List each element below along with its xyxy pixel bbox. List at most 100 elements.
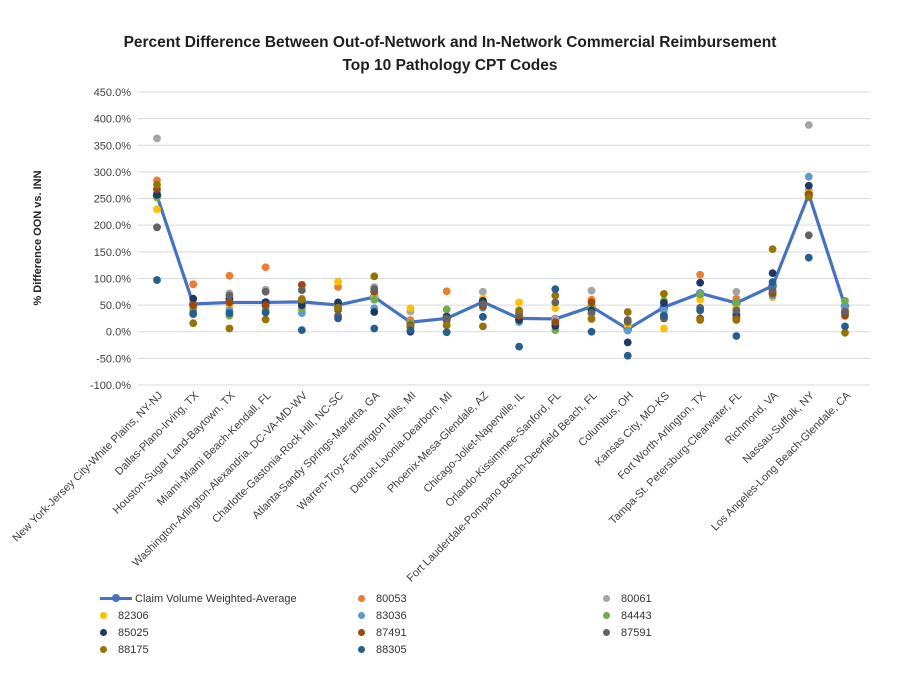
data-point-84443	[696, 290, 705, 299]
data-point-80061	[804, 121, 813, 129]
chart-title: Percent Difference Between Out-of-Networ…	[0, 31, 900, 77]
data-point-88305	[841, 322, 849, 331]
legend-dot-icon	[603, 612, 610, 619]
chart-title-line2: Top 10 Pathology CPT Codes	[342, 57, 558, 74]
data-point-88175	[587, 315, 596, 323]
data-point-87591	[768, 286, 777, 295]
legend-dot-icon	[358, 612, 365, 619]
data-point-87491	[261, 301, 270, 309]
legend-item-87491: 87491	[358, 626, 407, 639]
data-point-88175	[660, 290, 668, 298]
data-point-88175	[515, 306, 524, 315]
data-point-88305	[370, 324, 379, 333]
legend-column: Claim Volume Weighted-Average 82306 85025 8…	[100, 592, 297, 656]
legend-label: 87491	[376, 626, 407, 639]
data-point-88305	[587, 327, 596, 336]
data-point-87591	[551, 298, 560, 307]
data-point-87591	[153, 223, 161, 232]
data-point-87491	[587, 298, 596, 307]
data-point-87591	[841, 307, 849, 316]
legend-label: 87591	[621, 626, 652, 639]
legend-dot-icon	[603, 629, 610, 636]
legend-label: 83036	[376, 609, 407, 622]
data-point-88305	[804, 253, 813, 262]
legend-label: 80061	[621, 592, 652, 605]
x-category-label: New York-Jersey City-White Plains, NY-NJ	[10, 390, 165, 545]
data-point-88175	[153, 180, 161, 189]
data-point-84443	[370, 295, 379, 304]
data-point-88305	[696, 306, 705, 315]
data-point-87591	[587, 309, 596, 317]
data-point-88305	[732, 332, 741, 340]
y-tick-label: 400.0%	[94, 114, 132, 126]
y-tick-label: 0.0%	[106, 327, 131, 339]
data-point-87491	[189, 301, 198, 309]
data-point-88175	[841, 328, 849, 337]
data-point-82306	[660, 324, 668, 333]
data-point-88305	[406, 326, 415, 335]
data-point-88305	[551, 285, 560, 294]
data-point-88175	[370, 272, 379, 281]
chart-legend: Claim Volume Weighted-Average 82306 85025 8…	[0, 592, 900, 667]
data-point-88305	[623, 351, 632, 360]
data-point-83036	[804, 172, 813, 181]
data-point-82306	[515, 298, 524, 307]
data-point-87591	[261, 287, 270, 296]
data-point-80053	[225, 271, 234, 280]
data-point-82306	[334, 277, 342, 286]
legend-column: 80061 84443 87591	[603, 592, 652, 639]
data-point-88305	[768, 278, 777, 287]
legend-dot-icon	[358, 595, 365, 602]
data-point-87591	[623, 316, 632, 324]
data-point-88305	[478, 312, 487, 321]
data-point-80061	[587, 286, 596, 295]
data-point-88305	[153, 276, 161, 284]
data-point-82306	[406, 304, 415, 313]
y-tick-label: 50.0%	[100, 300, 131, 312]
data-point-88175	[804, 193, 813, 201]
legend-label: 80053	[376, 592, 407, 605]
data-point-88175	[732, 316, 741, 324]
data-point-88175	[189, 319, 198, 328]
legend-item-88175: 88175	[100, 643, 297, 656]
data-point-88175	[442, 321, 451, 330]
legend-item-80061: 80061	[603, 592, 652, 605]
data-point-88175	[261, 315, 270, 324]
data-point-88175	[297, 295, 306, 304]
data-point-88175	[696, 316, 705, 324]
legend-dot-icon	[358, 646, 365, 653]
legend-item-88305: 88305	[358, 643, 407, 656]
data-point-87491	[225, 298, 234, 307]
legend-column: 80053 83036 87491 88305	[358, 592, 407, 656]
data-point-80053	[442, 287, 451, 296]
data-point-88175	[478, 322, 487, 331]
weighted-average-line	[155, 192, 847, 331]
data-point-84443	[442, 305, 451, 314]
data-point-87591	[370, 285, 379, 294]
legend-label: 84443	[621, 609, 652, 622]
data-point-80061	[732, 287, 741, 296]
legend-line-icon	[100, 594, 132, 602]
y-tick-label: 150.0%	[94, 247, 132, 259]
y-tick-label: -50.0%	[96, 353, 131, 365]
data-point-80053	[696, 270, 705, 279]
data-point-85025	[696, 278, 705, 287]
y-tick-label: 200.0%	[94, 220, 132, 232]
data-point-88175	[225, 324, 234, 333]
y-tick-label: -100.0%	[90, 380, 131, 392]
legend-item-claim-volume-weighted-average: Claim Volume Weighted-Average	[100, 592, 297, 605]
y-tick-label: 100.0%	[94, 273, 132, 285]
data-point-88305	[334, 314, 342, 323]
data-point-88305	[515, 342, 524, 351]
data-point-88175	[551, 291, 560, 300]
data-point-88175	[768, 245, 777, 254]
data-point-88175	[623, 308, 632, 316]
data-point-85025	[804, 181, 813, 190]
y-tick-label: 450.0%	[94, 87, 132, 99]
data-point-85025	[660, 299, 668, 307]
x-category-label: Charlotte-Gastonia-Rock Hill, NC-SC	[210, 390, 346, 526]
data-point-87591	[225, 291, 234, 300]
chart-title-line1: Percent Difference Between Out-of-Networ…	[123, 34, 777, 51]
data-point-82306	[153, 205, 161, 214]
